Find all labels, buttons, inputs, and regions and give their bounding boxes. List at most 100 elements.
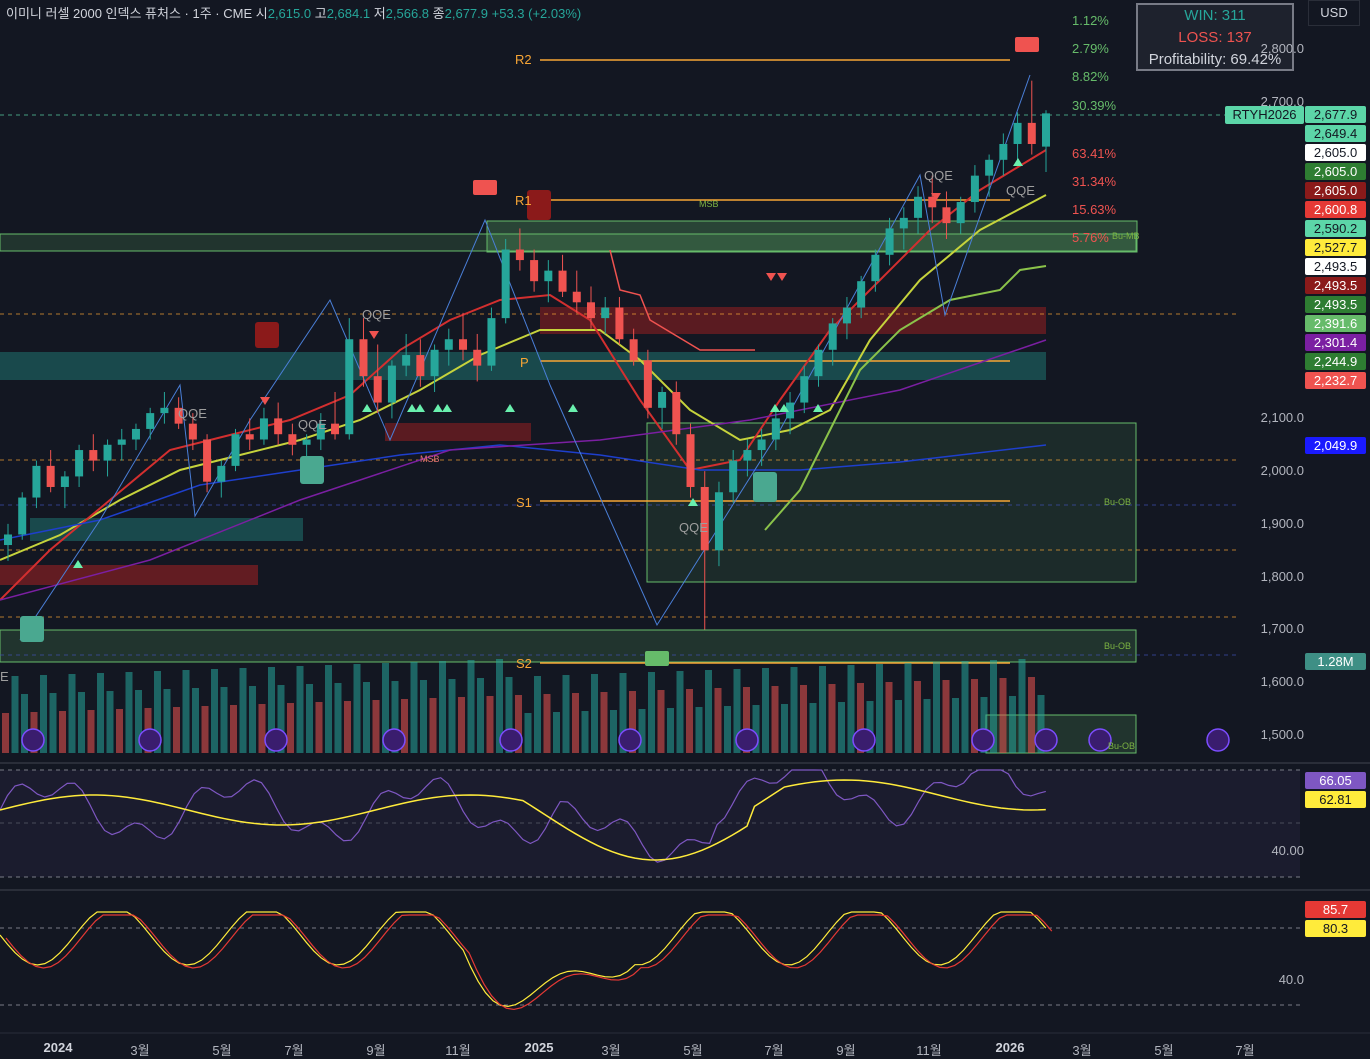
volume-bar xyxy=(268,667,275,753)
volume-bar xyxy=(876,664,883,753)
volume-bar xyxy=(135,690,142,753)
ma-blue xyxy=(0,444,1047,541)
candle-body xyxy=(615,307,624,340)
candle-body xyxy=(203,439,212,482)
volume-bar xyxy=(743,687,750,753)
symbol-title: 이미니 러셀 2000 인덱스 퓨처스 · 1주 · CME xyxy=(6,6,253,21)
volume-bar xyxy=(895,700,902,753)
candle-body xyxy=(473,349,482,366)
msb-label: MSB xyxy=(699,199,719,209)
volume-bar xyxy=(496,659,503,753)
volume-bar xyxy=(952,698,959,753)
stoch-panel xyxy=(0,911,1300,1011)
candle-body xyxy=(828,323,837,350)
candle-body xyxy=(487,318,496,366)
volume-bar xyxy=(904,663,912,753)
buy-signal xyxy=(779,404,789,412)
candle-body xyxy=(188,423,197,440)
volume-bar xyxy=(458,697,465,753)
price-badge: 2,649.4 xyxy=(1305,125,1366,142)
sell-signal xyxy=(766,273,776,281)
event-icon xyxy=(138,728,162,752)
high-value: 2,684.1 xyxy=(326,6,371,21)
sell-signal xyxy=(931,193,941,201)
fib-level-label: 5.76% xyxy=(1072,230,1109,245)
buy-signal xyxy=(813,404,823,412)
buy-signal xyxy=(73,560,83,568)
candle-body xyxy=(714,492,723,551)
volume-bar xyxy=(676,671,684,753)
volume-bar xyxy=(344,701,351,753)
event-icon xyxy=(971,728,995,752)
candle-body xyxy=(501,249,510,319)
fib-level-label: 63.41% xyxy=(1072,146,1117,161)
low-label: 저 xyxy=(373,6,386,21)
candle-body xyxy=(629,339,638,361)
time-tick: 7월 xyxy=(1235,1043,1255,1058)
candle-body xyxy=(757,439,766,451)
candle-body xyxy=(316,423,325,440)
volume-bar xyxy=(990,660,997,753)
buy-signal xyxy=(568,404,578,412)
candle-body xyxy=(217,465,226,482)
candle-body xyxy=(530,260,539,282)
time-tick: 2024 xyxy=(43,1040,73,1055)
rsi-line xyxy=(0,769,1046,863)
price-tick: 2,800.0 xyxy=(1260,41,1304,56)
volume-bar xyxy=(448,679,456,753)
volume-bar xyxy=(610,710,617,753)
time-tick: 7월 xyxy=(764,1043,784,1058)
chart-header: 이미니 러셀 2000 인덱스 퓨처스 · 1주 · CME 시2,615.0 … xyxy=(6,3,581,22)
candle-body xyxy=(771,418,780,440)
buy-flag-3 xyxy=(20,616,44,642)
rsi-ma-line xyxy=(0,779,1046,861)
volume-bar xyxy=(885,682,893,753)
candle-body xyxy=(89,450,98,461)
fib-level-label: 1.12% xyxy=(1072,13,1109,28)
volume-bar xyxy=(192,688,199,753)
buy-signal xyxy=(770,404,780,412)
fib-level-label: 30.39% xyxy=(1072,98,1117,113)
fib-level-label: 15.63% xyxy=(1072,202,1117,217)
volume-bar xyxy=(781,704,788,753)
buy-signal xyxy=(362,404,372,412)
stoch-d-line xyxy=(0,911,1047,1008)
fib-level-label: 8.82% xyxy=(1072,69,1109,84)
volume-bar xyxy=(866,701,874,753)
currency-button[interactable]: USD xyxy=(1308,0,1360,26)
rsi-axis-tick: 40.00 xyxy=(1271,843,1304,858)
time-tick: 3월 xyxy=(601,1043,621,1058)
candle-body xyxy=(544,270,553,282)
candle-body xyxy=(174,407,183,424)
loss-count: LOSS: 137 xyxy=(1178,29,1252,46)
msb-label-2: MSB xyxy=(420,454,440,464)
volume-bar xyxy=(762,668,769,753)
volume-bar xyxy=(553,712,560,753)
volume-bar xyxy=(534,676,541,753)
volume-bar xyxy=(980,697,988,753)
demand-band-2 xyxy=(30,518,303,541)
bu-ob-label-3: Bu-OB xyxy=(1108,741,1136,751)
candle-body xyxy=(842,307,851,324)
volume-bar xyxy=(752,705,760,753)
volume-bar xyxy=(429,698,437,753)
volume-bar xyxy=(201,706,209,753)
stoch-k-badge: 85.7 xyxy=(1305,901,1366,918)
bullish-mb-zone xyxy=(486,220,1138,253)
pivot-s1: S1 xyxy=(516,495,532,510)
volume-bar xyxy=(249,686,256,753)
sell-flag-2 xyxy=(527,190,551,220)
price-badge: 1.28M xyxy=(1305,653,1366,670)
volume-bar xyxy=(477,678,484,753)
candle-body xyxy=(871,254,880,282)
candle-body xyxy=(857,281,866,308)
volume-bar xyxy=(173,707,180,753)
candle-body xyxy=(416,355,425,377)
volume-bar xyxy=(287,703,294,753)
bu-mb-label: Bu-MB xyxy=(1112,231,1140,241)
rsi-ma-badge: 62.81 xyxy=(1305,791,1366,808)
candle-body xyxy=(160,407,169,414)
supply-zone-3 xyxy=(0,565,258,585)
volume-bar xyxy=(439,661,446,753)
